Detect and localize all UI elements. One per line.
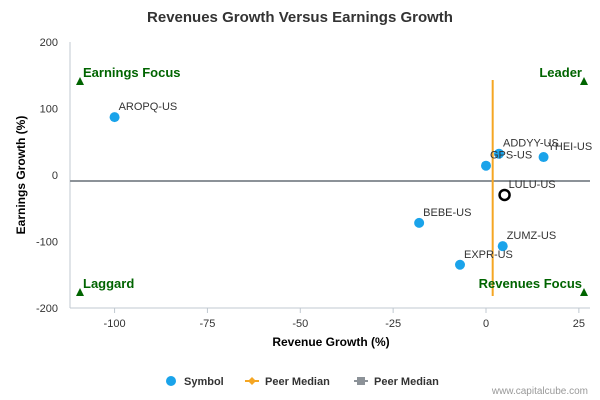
highlight-point (498, 188, 511, 202)
quadrant-marker-top-left (76, 77, 84, 85)
data-point-label: EXPR-US (464, 249, 513, 261)
legend-label: Symbol (184, 376, 224, 388)
data-point-label: ADDYY-US (503, 138, 559, 150)
quadrant-label-laggard: Laggard (83, 276, 134, 291)
data-point (414, 217, 425, 228)
y-tick-label: -200 (36, 303, 58, 315)
data-point-label: AROPQ-US (119, 101, 178, 113)
plot-area: -100 -75 -50 -25 0 25 -200 -100 0 100 200 Earnings … (36, 37, 592, 330)
x-tick-label: -75 (199, 318, 215, 330)
quadrant-label-leader: Leader (539, 65, 582, 80)
data-point (455, 259, 465, 270)
x-tick-label: -25 (385, 318, 401, 330)
credit-text: www.capitalcube.com (491, 386, 588, 397)
legend-symbol-marker (166, 376, 176, 386)
legend: Symbol Peer Median Peer Median (166, 376, 439, 388)
x-axis-title: Revenue Growth (%) (272, 335, 389, 349)
chart-title: Revenues Growth Versus Earnings Growth (147, 9, 453, 26)
y-axis-title: Earnings Growth (%) (14, 116, 28, 235)
data-point (109, 112, 120, 123)
legend-peer-median-marker (357, 377, 365, 385)
data-point-label: GPS-US (490, 150, 532, 162)
data-point (481, 160, 491, 171)
legend-peer-median-marker (248, 377, 256, 385)
x-tick-label: -100 (104, 318, 126, 330)
y-tick-label: -100 (36, 237, 58, 249)
highlight-point-label: LULU-US (509, 179, 556, 191)
quadrant-marker-bottom-left (76, 288, 84, 296)
data-point-label: BEBE-US (423, 207, 471, 219)
x-tick-label: 0 (483, 318, 489, 330)
y-tick-label: 0 (52, 170, 58, 182)
quadrant-marker-bottom-right (580, 288, 588, 296)
y-tick-label: 100 (40, 104, 58, 116)
quadrant-label-revenues-focus: Revenues Focus (479, 276, 582, 291)
legend-label: Peer Median (374, 376, 439, 388)
x-tick-label: -50 (292, 318, 308, 330)
data-point (538, 152, 549, 163)
x-tick-label: 25 (573, 318, 585, 330)
quadrant-label-earnings-focus: Earnings Focus (83, 65, 181, 80)
data-point-label: YHEI-US (548, 141, 593, 153)
data-point (497, 241, 508, 252)
quadrant-marker-top-right (580, 77, 588, 85)
data-point (494, 148, 504, 159)
y-tick-label: 200 (40, 37, 58, 49)
legend-label: Peer Median (265, 376, 330, 388)
data-point-label: ZUMZ-US (507, 230, 557, 242)
